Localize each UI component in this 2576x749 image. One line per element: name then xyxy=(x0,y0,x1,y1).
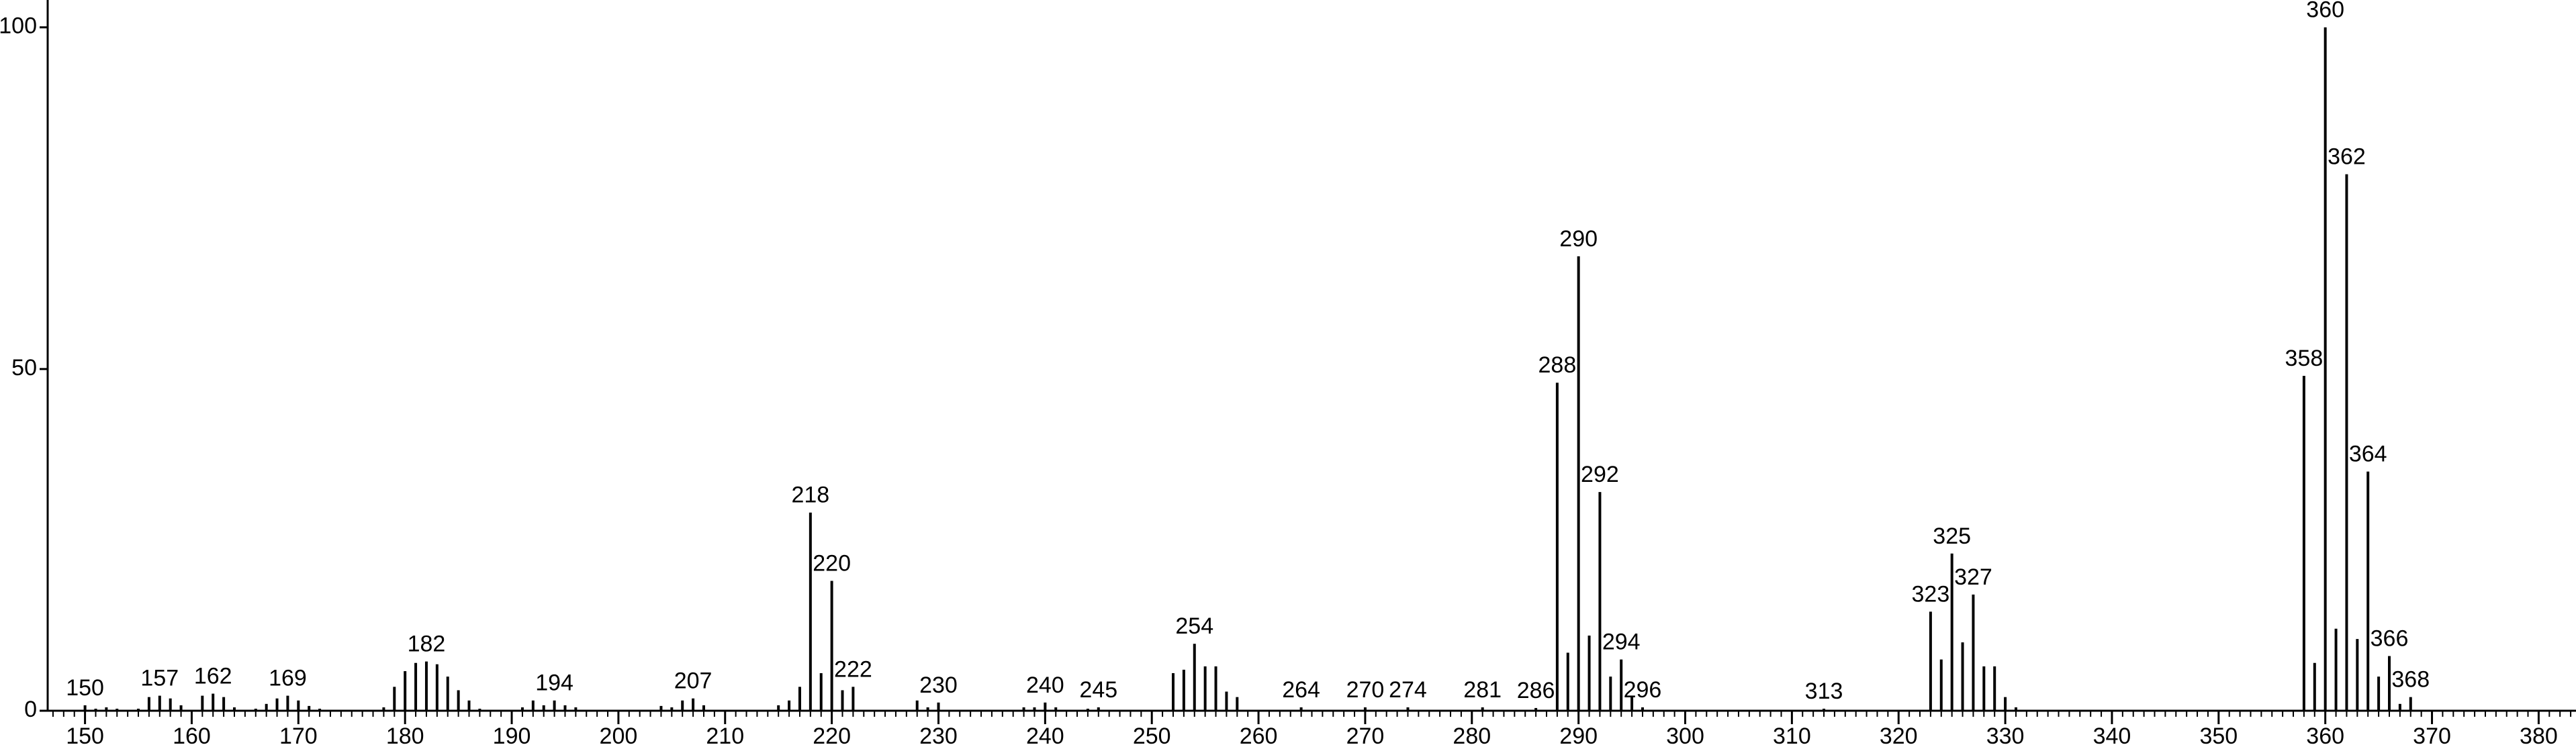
peak-label: 292 xyxy=(1581,462,1619,487)
x-tick-label: 360 xyxy=(2306,723,2344,749)
peak-label: 313 xyxy=(1805,679,1843,704)
peak-label: 218 xyxy=(791,483,829,508)
peak-label: 194 xyxy=(535,670,573,696)
x-tick-label: 220 xyxy=(813,723,851,749)
peak-label: 327 xyxy=(1954,564,1992,590)
x-tick-label: 190 xyxy=(493,723,531,749)
peak-label: 360 xyxy=(2306,0,2344,23)
peak-label: 286 xyxy=(1517,678,1555,703)
peak-label: 207 xyxy=(674,668,712,694)
x-tick-label: 380 xyxy=(2520,723,2558,749)
peak-label: 366 xyxy=(2371,626,2409,652)
x-tick-label: 260 xyxy=(1240,723,1278,749)
x-tick-label: 370 xyxy=(2413,723,2451,749)
x-tick-label: 160 xyxy=(173,723,211,749)
x-tick-label: 240 xyxy=(1026,723,1064,749)
peak-label: 254 xyxy=(1175,613,1213,639)
peak-label: 270 xyxy=(1346,677,1385,703)
x-tick-label: 340 xyxy=(2093,723,2131,749)
y-tick-label: 0 xyxy=(24,697,37,722)
x-tick-label: 350 xyxy=(2199,723,2238,749)
peak-label: 288 xyxy=(1538,352,1577,378)
y-tick-label: 50 xyxy=(11,355,37,381)
peak-label: 325 xyxy=(1933,523,1971,549)
x-tick-label: 210 xyxy=(706,723,744,749)
x-tick-label: 290 xyxy=(1559,723,1598,749)
peak-label: 274 xyxy=(1389,677,1427,703)
x-tick-label: 230 xyxy=(919,723,958,749)
y-tick-label: 100 xyxy=(0,13,37,39)
x-tick-label: 330 xyxy=(1986,723,2025,749)
peak-label: 157 xyxy=(140,666,179,691)
x-tick-label: 170 xyxy=(279,723,318,749)
peak-label: 296 xyxy=(1624,677,1662,703)
x-tick-label: 150 xyxy=(66,723,104,749)
x-tick-label: 310 xyxy=(1773,723,1811,749)
peak-label: 182 xyxy=(408,632,446,657)
peak-label: 230 xyxy=(919,672,958,698)
peak-label: 281 xyxy=(1463,677,1502,703)
peak-label: 294 xyxy=(1602,630,1641,655)
peak-label: 290 xyxy=(1559,226,1598,252)
x-tick-label: 320 xyxy=(1880,723,1918,749)
peak-label: 240 xyxy=(1026,672,1064,698)
peak-label: 150 xyxy=(66,675,104,701)
x-tick-label: 180 xyxy=(386,723,424,749)
peak-label: 368 xyxy=(2391,667,2430,693)
peak-label: 323 xyxy=(1912,581,1950,607)
x-tick-label: 270 xyxy=(1346,723,1385,749)
peak-label: 364 xyxy=(2349,442,2387,467)
peak-label: 220 xyxy=(813,551,851,577)
peak-label: 222 xyxy=(834,656,872,682)
peak-label: 362 xyxy=(2328,144,2366,170)
x-tick-label: 250 xyxy=(1133,723,1171,749)
peak-label: 169 xyxy=(269,666,307,691)
peak-label: 358 xyxy=(2285,346,2324,371)
x-tick-label: 300 xyxy=(1666,723,1704,749)
peak-label: 162 xyxy=(194,664,232,689)
peak-label: 264 xyxy=(1282,677,1320,703)
x-tick-label: 280 xyxy=(1453,723,1491,749)
peak-label: 245 xyxy=(1079,677,1117,703)
x-tick-label: 200 xyxy=(600,723,638,749)
